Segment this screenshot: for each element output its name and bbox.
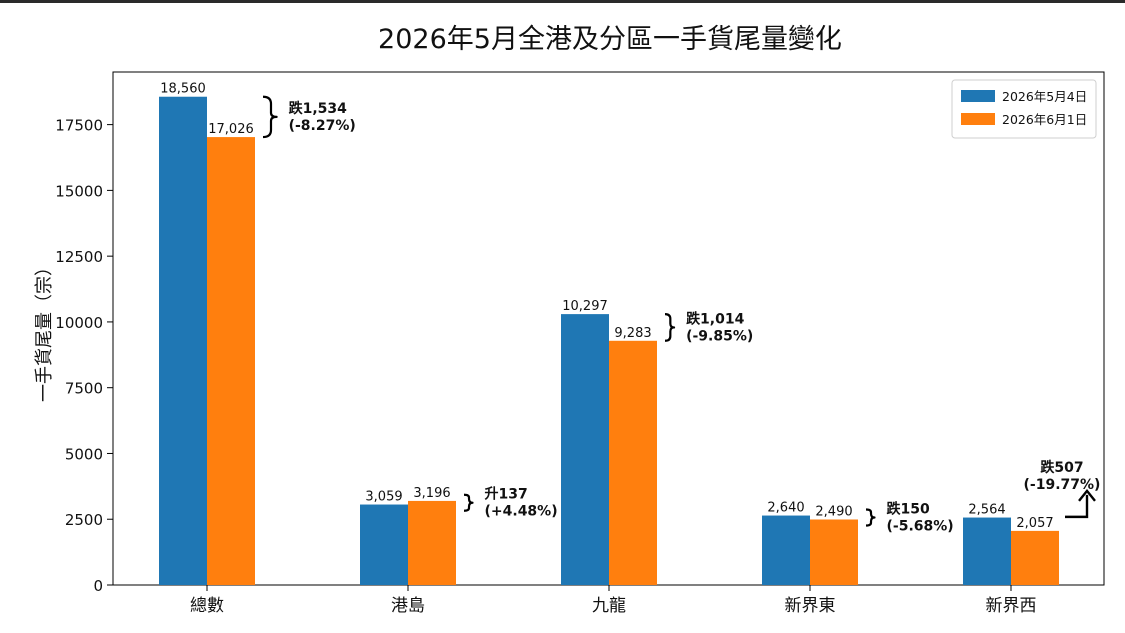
y-tick-label: 15000 [55,182,103,200]
legend-label: 2026年5月4日 [1002,89,1087,104]
bar [762,515,810,585]
y-axis-label: 一手貨尾量（宗） [34,258,55,402]
y-tick-label: 10000 [55,314,103,332]
annotation-arrowhead [1078,488,1096,502]
bar-value-label: 17,026 [208,122,254,137]
y-tick-label: 12500 [55,248,103,266]
annotation-brace [262,95,278,139]
legend-label: 2026年6月1日 [1002,112,1087,127]
bar-value-label: 2,057 [1016,516,1053,531]
annotation-change: 升137 [485,486,528,503]
top-border [0,0,1125,3]
y-tick-label: 7500 [65,380,103,398]
legend-swatch [961,90,995,102]
bar [408,500,456,585]
x-tick-label: 港島 [391,596,425,616]
y-tick-label: 5000 [65,445,103,463]
bar [1011,530,1059,585]
annotation-percent: (-19.77%) [1024,477,1101,493]
x-axis: 總數 港島 九龍 新界東 新界西 [190,585,1037,616]
annotation-percent: (-8.27%) [289,118,356,134]
bar-value-label: 10,297 [562,299,608,314]
bar [360,504,408,585]
bar [561,314,609,585]
legend-swatch [961,113,995,125]
x-tick-label: 新界東 [785,596,836,616]
bar [810,519,858,585]
bars-group [159,96,1059,585]
annotation-percent: (-9.85%) [686,328,753,344]
annotation-percent: (-5.68%) [887,519,954,535]
y-tick-label: 17500 [55,117,103,135]
bar [207,137,255,585]
y-axis: 0 2500 5000 7500 10000 12500 15000 17500 [55,117,113,595]
annotation-arrow [1065,494,1089,519]
bar-value-label: 2,490 [815,504,852,519]
x-tick-label: 九龍 [592,596,626,616]
bar-value-label: 3,196 [413,486,450,501]
annotation-brace [865,508,876,527]
annotation-change: 跌1,534 [289,101,348,117]
annotations-group: 跌1,534(-8.27%) 升137(+4.48%) 跌1,014(-9.85%)… [262,95,1101,535]
bar [963,517,1011,585]
bar [609,340,657,585]
annotation-change: 跌1,014 [686,311,745,327]
bar-labels-group: 18,560 3,059 10,297 2,640 2,564 17,026 3,196 9,… [160,82,1053,531]
annotation-change: 跌507 [1040,460,1083,476]
legend: 2026年5月4日 2026年6月1日 [951,79,1097,139]
bar-value-label: 2,640 [767,501,804,516]
annotation-brace [664,313,676,342]
bar-value-label: 18,560 [160,82,206,97]
bar-value-label: 3,059 [365,490,402,505]
annotation-change: 跌150 [887,502,930,518]
x-tick-label: 新界西 [986,596,1037,616]
chart-title: 2026年5月全港及分區一手貨尾量變化 [378,24,842,55]
x-tick-label: 總數 [190,596,224,616]
y-tick-label: 0 [93,577,103,595]
bar-value-label: 2,564 [968,503,1005,518]
bar-value-label: 9,283 [614,326,651,341]
annotation-brace [463,493,474,512]
annotation-percent: (+4.48%) [485,504,558,520]
bar [159,96,207,585]
y-tick-label: 2500 [65,511,103,529]
